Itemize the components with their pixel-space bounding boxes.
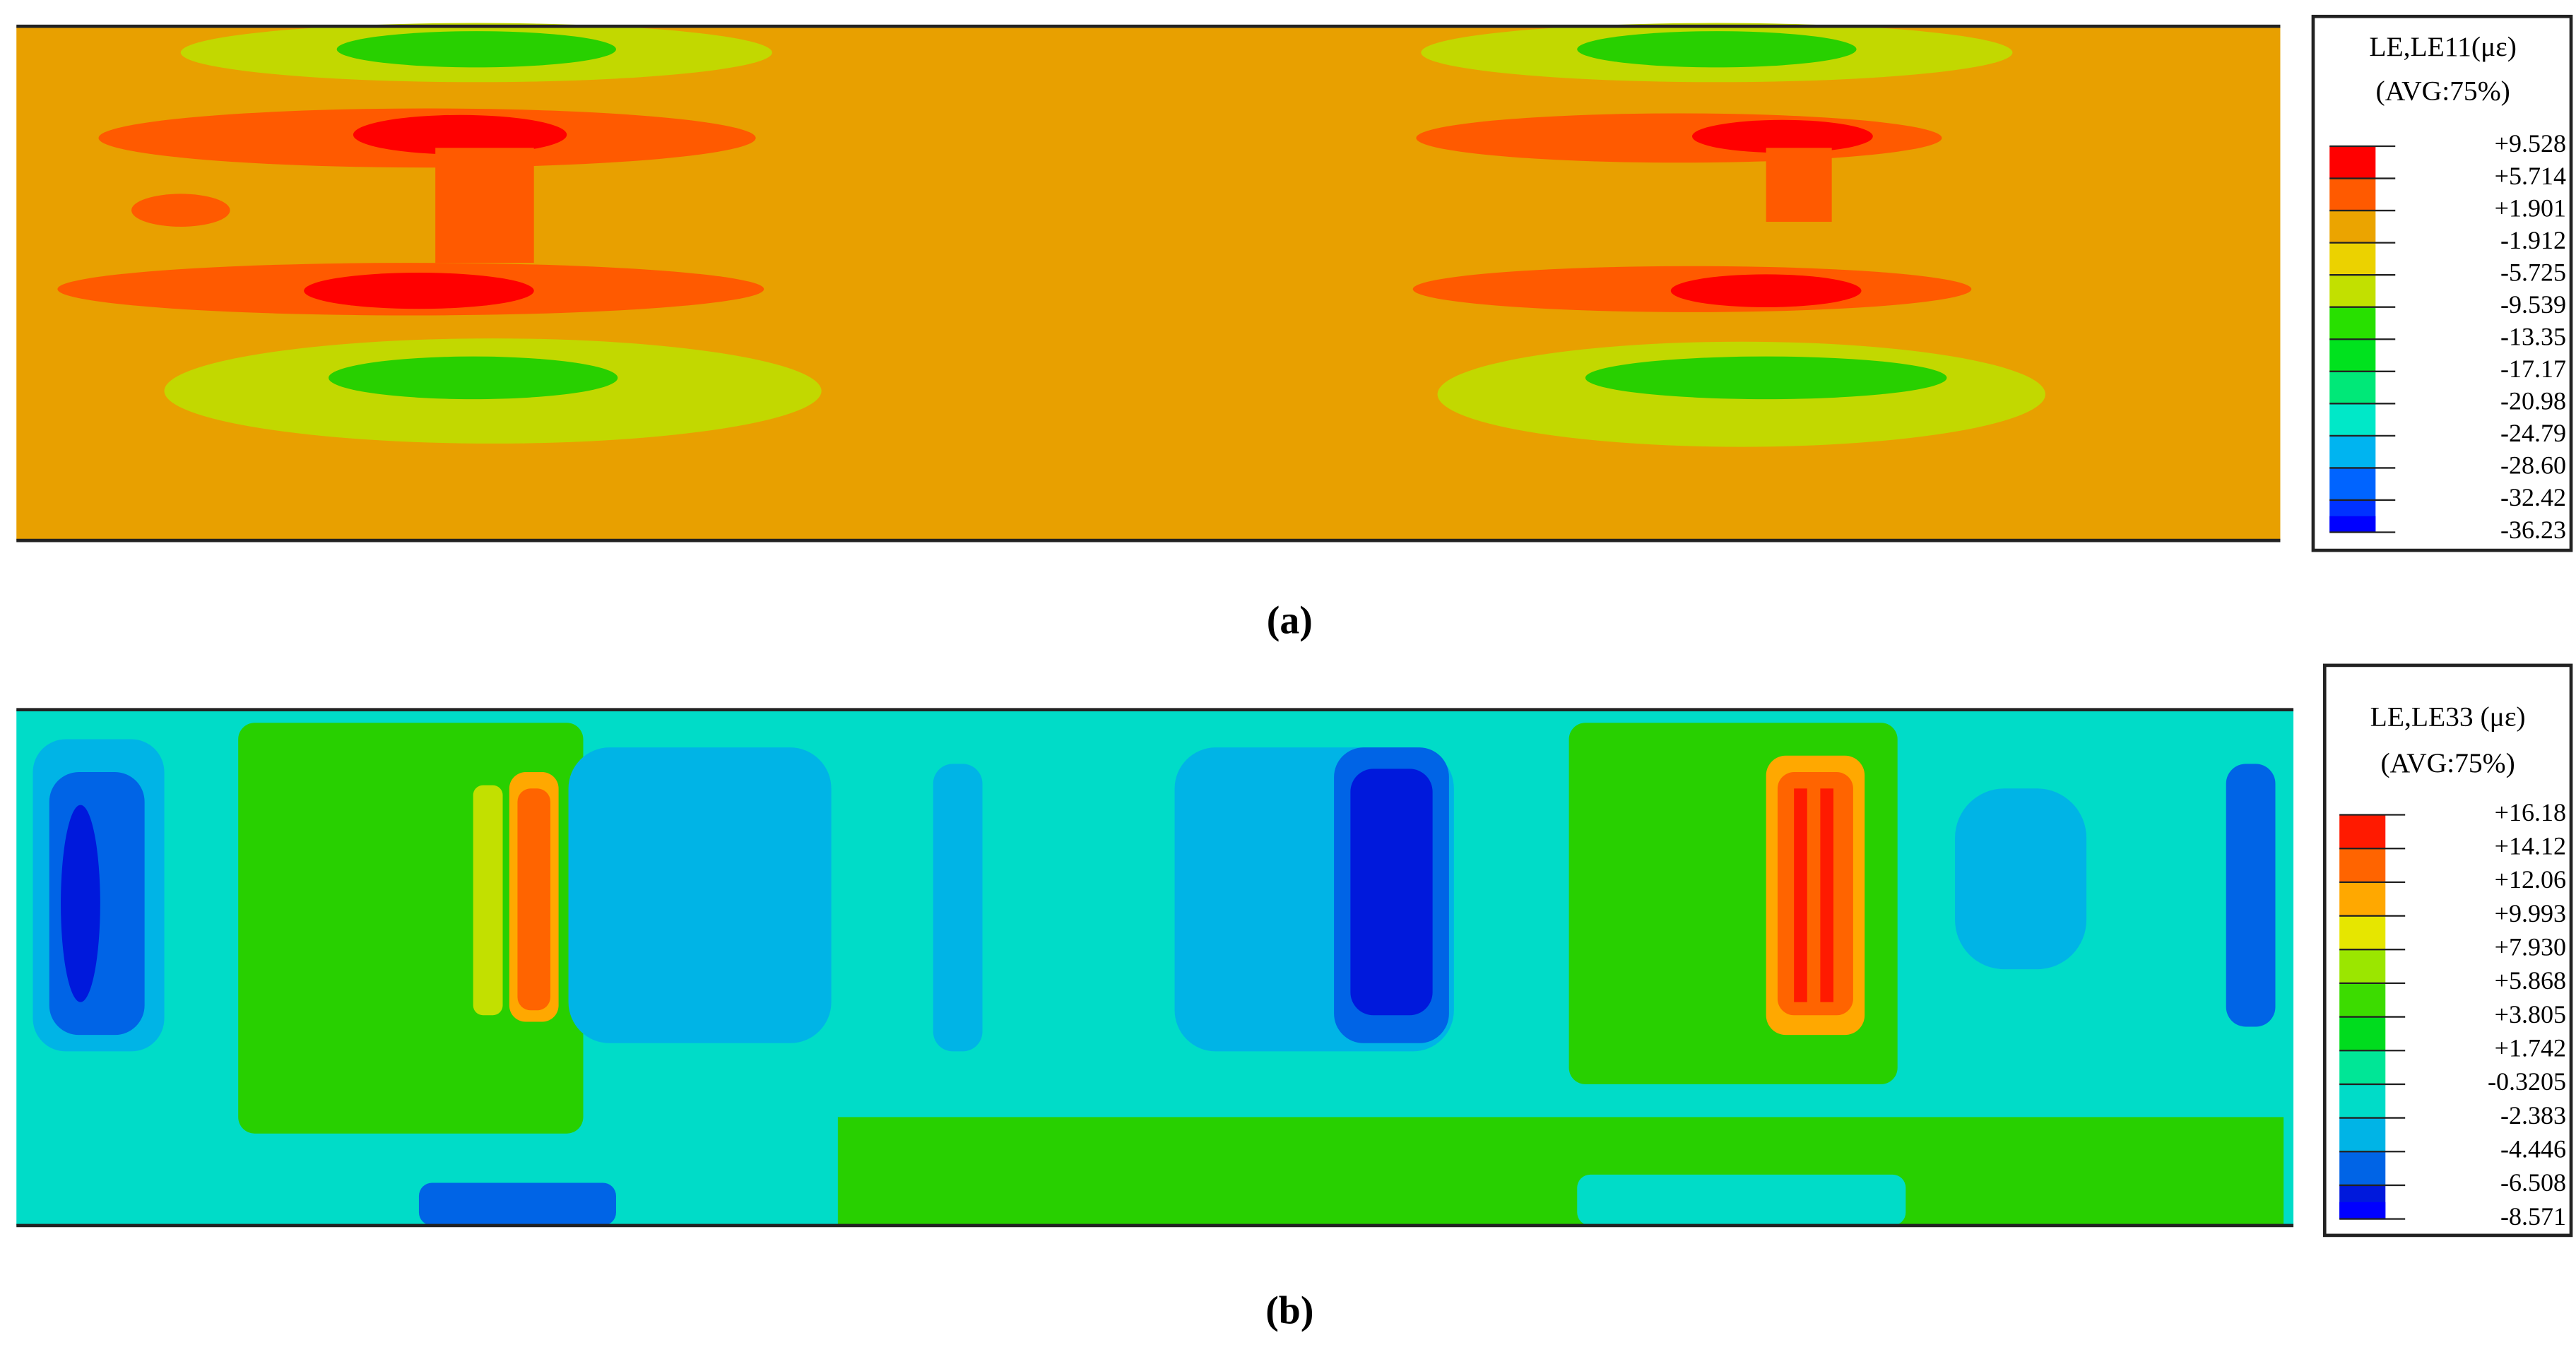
legend-label: -9.539: [2500, 290, 2566, 319]
legend-band: [2329, 403, 2376, 436]
legend-label: +16.18: [2495, 798, 2566, 826]
legend-label: -5.725: [2500, 258, 2566, 286]
legend-label: +5.714: [2495, 162, 2566, 190]
legend-band: [2339, 814, 2386, 849]
legend-label: -2.383: [2500, 1101, 2566, 1129]
legend-band: [2339, 1016, 2386, 1051]
legend-subtitle: (AVG:75%): [2381, 747, 2515, 778]
legend-band: [2339, 1084, 2386, 1118]
legend-band: [2329, 468, 2376, 500]
legend-band: [2339, 1117, 2386, 1152]
legend-band: [2339, 1151, 2386, 1185]
legend-label: +9.993: [2495, 899, 2566, 927]
contour-plot-a: [16, 23, 2281, 542]
legend-label: -8.571: [2500, 1202, 2566, 1231]
legend-label: -0.3205: [2488, 1067, 2566, 1096]
legend-label: -24.79: [2500, 419, 2566, 447]
legend-label: -4.446: [2500, 1135, 2566, 1163]
legend-label: +12.06: [2495, 865, 2566, 894]
legend-band: [2329, 435, 2376, 468]
legend-band: [2329, 146, 2376, 179]
legend-label: -32.42: [2500, 483, 2566, 511]
legend-band: [2329, 307, 2376, 340]
legend-label: +1.742: [2495, 1034, 2566, 1062]
legend-label: +1.901: [2495, 194, 2566, 222]
legend-band: [2339, 1050, 2386, 1084]
legend-subtitle: (AVG:75%): [2376, 76, 2510, 107]
legend-band: [2329, 371, 2376, 404]
legend-band: [2329, 339, 2376, 372]
caption: (b): [1265, 1288, 1313, 1332]
legend-band: [2329, 242, 2376, 275]
legend-band: [2329, 210, 2376, 243]
legend-band: [2339, 949, 2386, 983]
legend-band: [2339, 882, 2386, 916]
legend-label: -17.17: [2500, 355, 2566, 383]
legend-label: +9.528: [2495, 129, 2566, 158]
caption: (a): [1267, 599, 1313, 643]
legend-label: -1.912: [2500, 226, 2566, 254]
legend-label: +3.805: [2495, 1000, 2566, 1028]
legend-label: +14.12: [2495, 831, 2566, 860]
legend-label: +7.930: [2495, 932, 2566, 961]
legend-label: -36.23: [2500, 516, 2566, 544]
legend-title: LE,LE33 (με): [2370, 701, 2526, 733]
legend-band: [2329, 178, 2376, 211]
legend-label: +5.868: [2495, 966, 2566, 995]
legend-band: [2339, 915, 2386, 950]
legend-band: [2329, 516, 2376, 533]
legend-title: LE,LE11(με): [2369, 31, 2517, 62]
legend-band: [2339, 983, 2386, 1017]
legend-label: -13.35: [2500, 323, 2566, 351]
legend-band: [2329, 275, 2376, 307]
legend-label: -6.508: [2500, 1168, 2566, 1197]
contour-plot-b: [16, 708, 2294, 1228]
legend-band: [2339, 1202, 2386, 1219]
legend-label: -28.60: [2500, 451, 2566, 480]
legend-label: -20.98: [2500, 387, 2566, 415]
legend-band: [2339, 848, 2386, 882]
